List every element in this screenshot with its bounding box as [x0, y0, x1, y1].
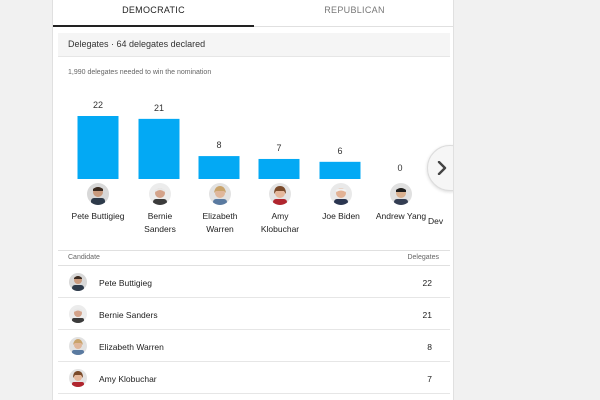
row-candidate-name: Bernie Sanders — [99, 310, 158, 320]
candidate-photo — [69, 273, 87, 291]
candidate-name: Elizabeth Warren — [202, 211, 238, 234]
candidate-photo — [269, 183, 291, 205]
bar-0[interactable] — [77, 116, 119, 179]
results-panel: DEMOCRATIC REPUBLICAN Delegates · 64 del… — [52, 0, 454, 400]
row-delegates: 21 — [422, 310, 432, 320]
candidate-photo — [209, 183, 231, 205]
party-tabs: DEMOCRATIC REPUBLICAN — [53, 0, 453, 27]
row-delegates: 7 — [427, 374, 432, 384]
bar-value-label-0: 22 — [93, 100, 103, 110]
column-delegates: Delegates — [407, 254, 439, 261]
bar-value-label-1: 21 — [154, 103, 164, 113]
candidate-photo — [149, 183, 171, 205]
candidate-photo — [330, 183, 352, 205]
candidate-biden[interactable]: Joe Biden — [310, 183, 372, 223]
bar-value-label-3: 7 — [276, 143, 281, 153]
candidate-photo — [390, 183, 412, 205]
bar-1[interactable] — [138, 118, 180, 179]
bar-value-label-5: 0 — [397, 163, 402, 173]
table-row[interactable]: Bernie Sanders 21 — [58, 298, 450, 330]
candidate-name: Bernie Sanders — [144, 211, 176, 234]
candidate-buttigieg[interactable]: Pete Buttigieg — [67, 183, 129, 223]
bar-3[interactable] — [258, 158, 300, 179]
candidate-photo — [69, 337, 87, 355]
bar-4[interactable] — [319, 161, 361, 179]
delegates-title: Delegates · 64 delegates declared — [68, 39, 206, 49]
candidate-dev[interactable]: Dev — [428, 183, 453, 228]
table-header: Candidate Delegates — [58, 250, 450, 266]
bar-2[interactable] — [198, 156, 240, 179]
nomination-threshold: 1,990 delegates needed to win the nomina… — [68, 69, 212, 76]
chevron-right-icon — [437, 161, 447, 175]
row-delegates: 22 — [422, 278, 432, 288]
bar-value-label-4: 6 — [337, 146, 342, 156]
delegates-header: Delegates · 64 delegates declared — [58, 33, 450, 57]
row-candidate-name: Pete Buttigieg — [99, 278, 152, 288]
table-row[interactable]: Pete Buttigieg 22 — [58, 266, 450, 298]
candidate-name: Pete Buttigieg — [71, 211, 125, 221]
tab-republican[interactable]: REPUBLICAN — [254, 0, 453, 27]
bar-value-label-2: 8 — [216, 140, 221, 150]
delegates-bar-chart: 22 21 8 7 6 0 — [77, 100, 403, 179]
candidate-name: Joe Biden — [322, 211, 360, 221]
row-delegates: 8 — [427, 342, 432, 352]
candidate-yang[interactable]: Andrew Yang — [370, 183, 432, 223]
candidate-photo — [69, 369, 87, 387]
column-candidate: Candidate — [68, 254, 100, 261]
candidate-sanders[interactable]: Bernie Sanders — [129, 183, 191, 236]
candidate-name: Andrew Yang — [375, 211, 427, 221]
row-candidate-name: Elizabeth Warren — [99, 342, 164, 352]
candidate-warren[interactable]: Elizabeth Warren — [189, 183, 251, 236]
table-row[interactable]: Amy Klobuchar 7 — [58, 362, 450, 394]
row-candidate-name: Amy Klobuchar — [99, 374, 157, 384]
candidate-klobuchar[interactable]: Amy Klobuchar — [249, 183, 311, 236]
candidate-photo — [87, 183, 109, 205]
tab-democratic[interactable]: DEMOCRATIC — [53, 0, 254, 27]
candidate-photo — [69, 305, 87, 323]
candidate-name: Amy Klobuchar — [260, 211, 300, 234]
candidate-name: Dev — [428, 216, 444, 226]
table-row[interactable]: Elizabeth Warren 8 — [58, 330, 450, 362]
